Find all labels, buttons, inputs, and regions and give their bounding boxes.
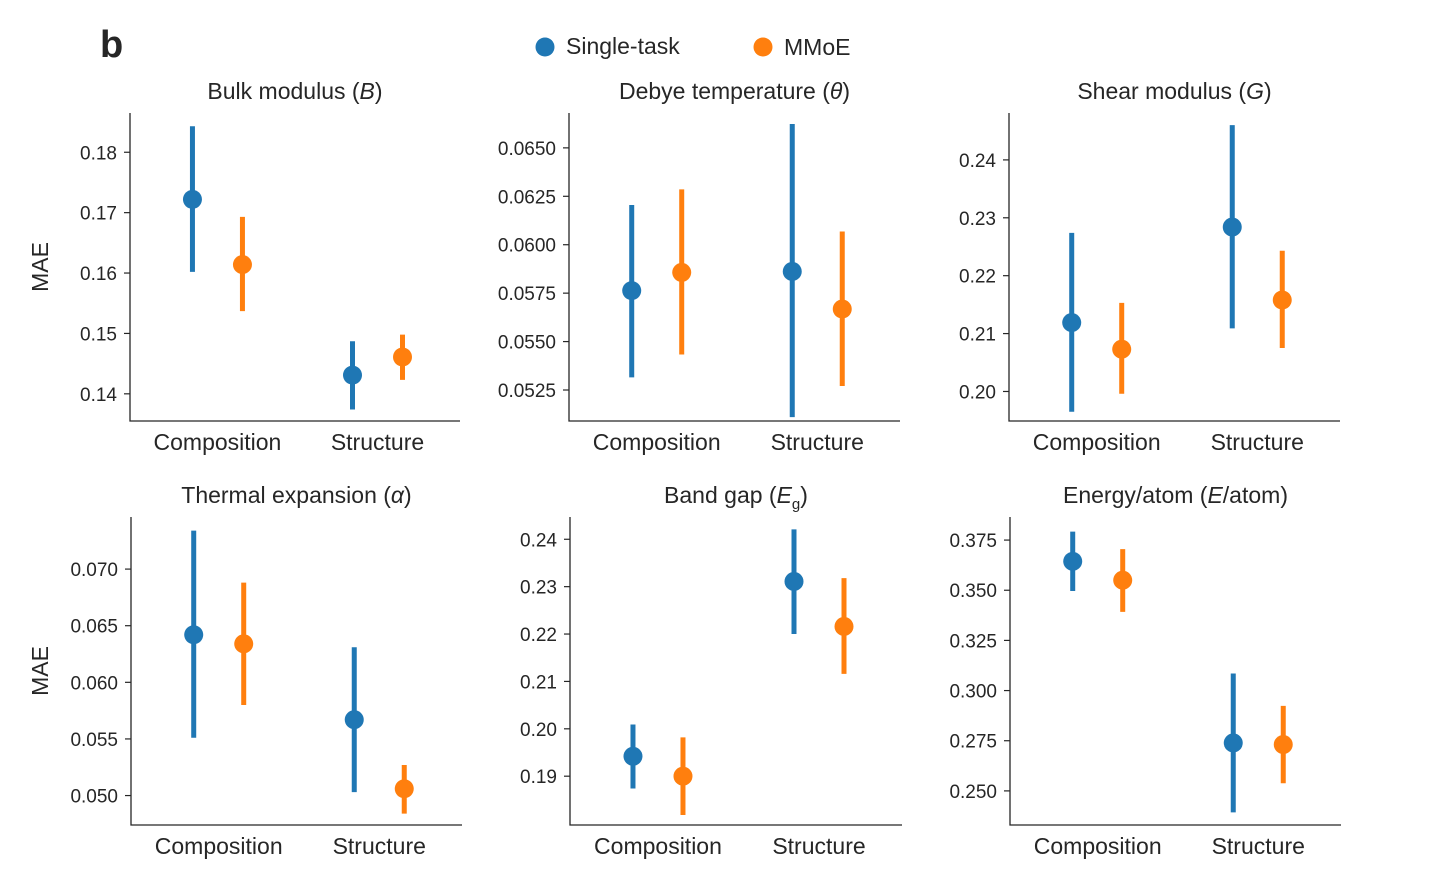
point-single-task — [622, 281, 642, 301]
point-single-task — [184, 625, 204, 645]
point-single-task — [1223, 733, 1243, 753]
point-single-task — [343, 365, 362, 385]
y-tick-label: 0.0625 — [498, 187, 556, 208]
y-tick-label: 0.060 — [70, 673, 118, 694]
x-category-label: Composition — [1033, 429, 1161, 455]
legend-label-single-task: Single-task — [566, 33, 680, 59]
legend-marker-single-task — [535, 37, 555, 57]
y-axis-label: MAE — [27, 242, 53, 292]
y-tick-label: 0.23 — [520, 578, 557, 599]
y-tick-label: 0.055 — [70, 730, 118, 751]
y-tick-label: 0.0650 — [498, 139, 556, 160]
point-single-task — [784, 571, 804, 591]
point-mmoe — [1272, 290, 1292, 310]
y-tick-label: 0.14 — [80, 385, 117, 406]
point-mmoe — [672, 262, 692, 282]
y-tick-label: 0.350 — [949, 581, 997, 602]
point-mmoe — [673, 766, 693, 786]
point-single-task — [1063, 551, 1083, 571]
y-tick-label: 0.15 — [80, 324, 117, 345]
y-tick-label: 0.0525 — [498, 381, 556, 402]
charts: Bulk modulus (B) 0.14 0.15 0.16 0.17 0.18 MAE C… — [27, 78, 1341, 859]
axis-spines — [130, 517, 462, 826]
point-single-task — [1062, 313, 1082, 333]
point-mmoe — [393, 347, 412, 367]
y-tick-label: 0.16 — [80, 264, 117, 285]
y-tick-label: 0.22 — [959, 267, 996, 288]
point-single-task — [782, 261, 802, 281]
x-category-label: Composition — [155, 833, 283, 859]
y-tick-label: 0.23 — [959, 209, 996, 230]
x-category-label: Composition — [593, 429, 721, 455]
y-tick-label: 0.0550 — [498, 333, 556, 354]
chart-panel-3: Thermal expansion (α) 0.050 0.055 0.060 0.06… — [27, 482, 462, 859]
y-tick-label: 0.325 — [949, 631, 997, 652]
point-single-task — [623, 746, 643, 766]
point-mmoe — [234, 634, 254, 654]
y-tick-label: 0.300 — [949, 682, 997, 703]
y-tick-label: 0.21 — [520, 672, 557, 693]
chart-title: Band gap (Eg) — [664, 482, 808, 513]
y-tick-label: 0.050 — [70, 787, 118, 808]
y-tick-label: 0.18 — [80, 143, 117, 164]
y-axis-label: MAE — [27, 646, 53, 696]
chart-panel-1: Debye temperature (θ) 0.0525 0.0550 0.0575 0… — [498, 78, 900, 455]
x-category-label: Structure — [771, 429, 864, 455]
y-tick-label: 0.0600 — [498, 236, 556, 257]
x-category-label: Structure — [772, 833, 865, 859]
point-mmoe — [1273, 735, 1293, 755]
point-mmoe — [394, 779, 414, 799]
y-tick-label: 0.22 — [520, 625, 557, 646]
x-category-label: Structure — [331, 429, 424, 455]
point-mmoe — [832, 299, 852, 319]
legend: Single-task MMoE — [535, 33, 850, 60]
axis-spines — [568, 113, 900, 422]
x-category-label: Structure — [333, 833, 426, 859]
y-tick-label: 0.0575 — [498, 284, 556, 305]
y-tick-label: 0.070 — [70, 560, 118, 581]
chart-panel-4: Band gap (Eg) 0.19 0.20 0.21 0.22 0.23 0.24 Com… — [520, 482, 902, 859]
y-tick-label: 0.065 — [70, 617, 118, 638]
y-tick-label: 0.375 — [949, 531, 997, 552]
point-single-task — [182, 189, 202, 209]
y-tick-label: 0.250 — [949, 782, 997, 803]
axis-spines — [129, 113, 460, 422]
point-single-task — [1222, 217, 1242, 237]
axis-spines — [1009, 517, 1341, 826]
chart-panel-0: Bulk modulus (B) 0.14 0.15 0.16 0.17 0.18 MAE C… — [27, 78, 460, 455]
y-tick-label: 0.24 — [959, 151, 996, 172]
chart-title: Thermal expansion (α) — [181, 482, 411, 508]
x-category-label: Structure — [1212, 833, 1305, 859]
point-mmoe — [834, 616, 854, 636]
chart-title: Bulk modulus (B) — [207, 78, 382, 104]
x-category-label: Structure — [1211, 429, 1304, 455]
x-category-label: Composition — [154, 429, 282, 455]
y-tick-label: 0.20 — [520, 720, 557, 741]
point-mmoe — [1113, 570, 1133, 590]
chart-title: Shear modulus (G) — [1077, 78, 1271, 104]
y-tick-label: 0.19 — [520, 767, 557, 788]
axis-spines — [569, 517, 902, 826]
legend-marker-mmoe — [753, 37, 773, 57]
point-mmoe — [232, 255, 252, 275]
chart-panel-2: Shear modulus (G) 0.20 0.21 0.22 0.23 0.24 Com… — [959, 78, 1340, 455]
point-mmoe — [1112, 339, 1132, 359]
panel-letter: b — [100, 24, 124, 66]
x-category-label: Composition — [1034, 833, 1162, 859]
legend-label-mmoe: MMoE — [784, 34, 850, 60]
y-tick-label: 0.24 — [520, 530, 557, 551]
x-category-label: Composition — [594, 833, 722, 859]
y-tick-label: 0.17 — [80, 204, 117, 225]
y-tick-label: 0.20 — [959, 382, 996, 403]
y-tick-label: 0.21 — [959, 325, 996, 346]
chart-panel-5: Energy/atom (E/atom) 0.250 0.275 0.300 0.325… — [949, 482, 1341, 859]
chart-title: Energy/atom (E/atom) — [1063, 482, 1288, 508]
y-tick-label: 0.275 — [949, 732, 997, 753]
axis-spines — [1008, 113, 1340, 422]
point-single-task — [344, 710, 364, 730]
chart-title: Debye temperature (θ) — [619, 78, 850, 104]
